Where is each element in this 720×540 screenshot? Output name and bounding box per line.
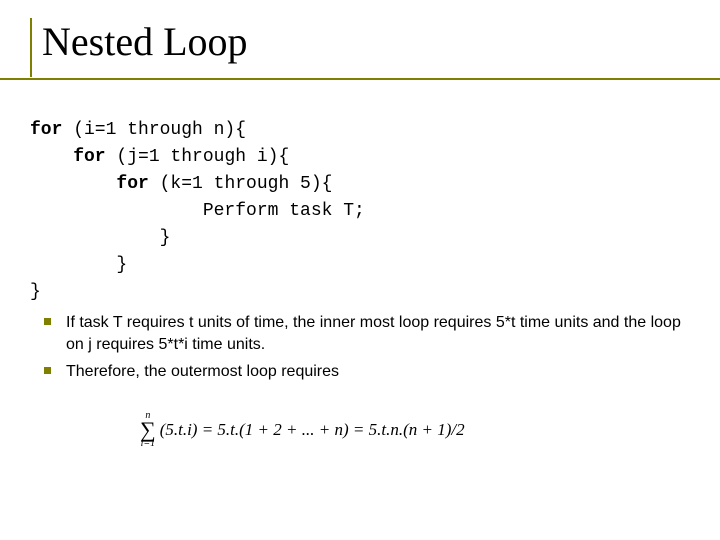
slide-body: for (i=1 through n){ for (j=1 through i)… xyxy=(30,77,690,449)
code-line: } xyxy=(30,279,690,306)
bullet-list: If task T requires t units of time, the … xyxy=(30,312,690,383)
slide: Nested Loop for (i=1 through n){ for (j=… xyxy=(0,0,720,540)
sigma-block: n ∑ i=1 xyxy=(140,411,156,449)
formula-expression: (5.t.i) = 5.t.(1 + 2 + ... + n) = 5.t.n.… xyxy=(160,420,465,440)
list-item: If task T requires t units of time, the … xyxy=(44,312,690,355)
sigma-lower: i=1 xyxy=(141,439,156,449)
code-line: for (i=1 through n){ xyxy=(30,117,690,144)
code-block: for (i=1 through n){ for (j=1 through i)… xyxy=(30,117,690,306)
page-title: Nested Loop xyxy=(30,18,690,77)
code-line: Perform task T; xyxy=(30,198,690,225)
list-item: Therefore, the outermost loop requires xyxy=(44,361,690,383)
code-line: for (j=1 through i){ xyxy=(30,144,690,171)
code-line: } xyxy=(30,225,690,252)
formula-inner: n ∑ i=1 (5.t.i) = 5.t.(1 + 2 + ... + n) … xyxy=(140,411,465,449)
code-line: } xyxy=(30,252,690,279)
title-underline xyxy=(0,78,720,80)
code-line: for (k=1 through 5){ xyxy=(30,171,690,198)
formula: n ∑ i=1 (5.t.i) = 5.t.(1 + 2 + ... + n) … xyxy=(30,405,690,449)
